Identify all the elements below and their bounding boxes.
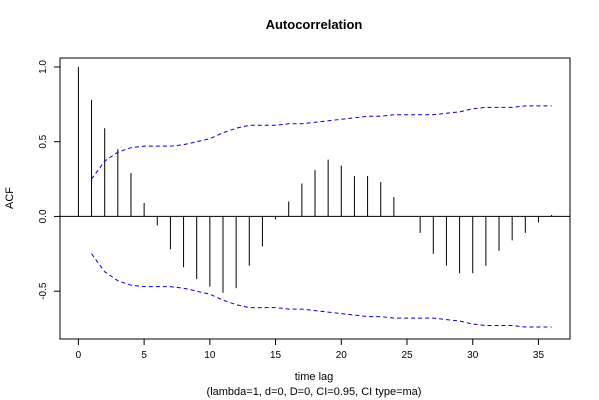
x-axis-label: time lag <box>295 371 334 383</box>
x-tick-label: 30 <box>467 350 479 361</box>
x-tick-label: 10 <box>204 350 216 361</box>
x-tick-label: 0 <box>76 350 82 361</box>
x-tick-label: 20 <box>336 350 348 361</box>
x-axis-subtitle: (lambda=1, d=0, D=0, CI=0.95, CI type=ma… <box>207 386 422 398</box>
x-axis: 0 5 10 15 20 25 30 35 <box>76 338 545 361</box>
y-axis-label: ACF <box>4 187 16 209</box>
y-tick-label: 0.5 <box>38 134 49 148</box>
chart-title: Autocorrelation <box>266 17 363 32</box>
y-tick-label: 0.0 <box>38 209 49 223</box>
y-axis: -0.5 0.0 0.5 1.0 <box>38 60 61 300</box>
acf-spikes <box>77 66 553 293</box>
y-tick-label: 1.0 <box>38 60 49 74</box>
ci-lower-line <box>91 253 552 328</box>
x-tick-label: 25 <box>401 350 413 361</box>
ci-upper-line <box>91 105 552 180</box>
x-tick-label: 5 <box>141 350 147 361</box>
x-tick-label: 15 <box>270 350 282 361</box>
y-tick-label: -0.5 <box>38 282 49 300</box>
x-tick-label: 35 <box>533 350 545 361</box>
